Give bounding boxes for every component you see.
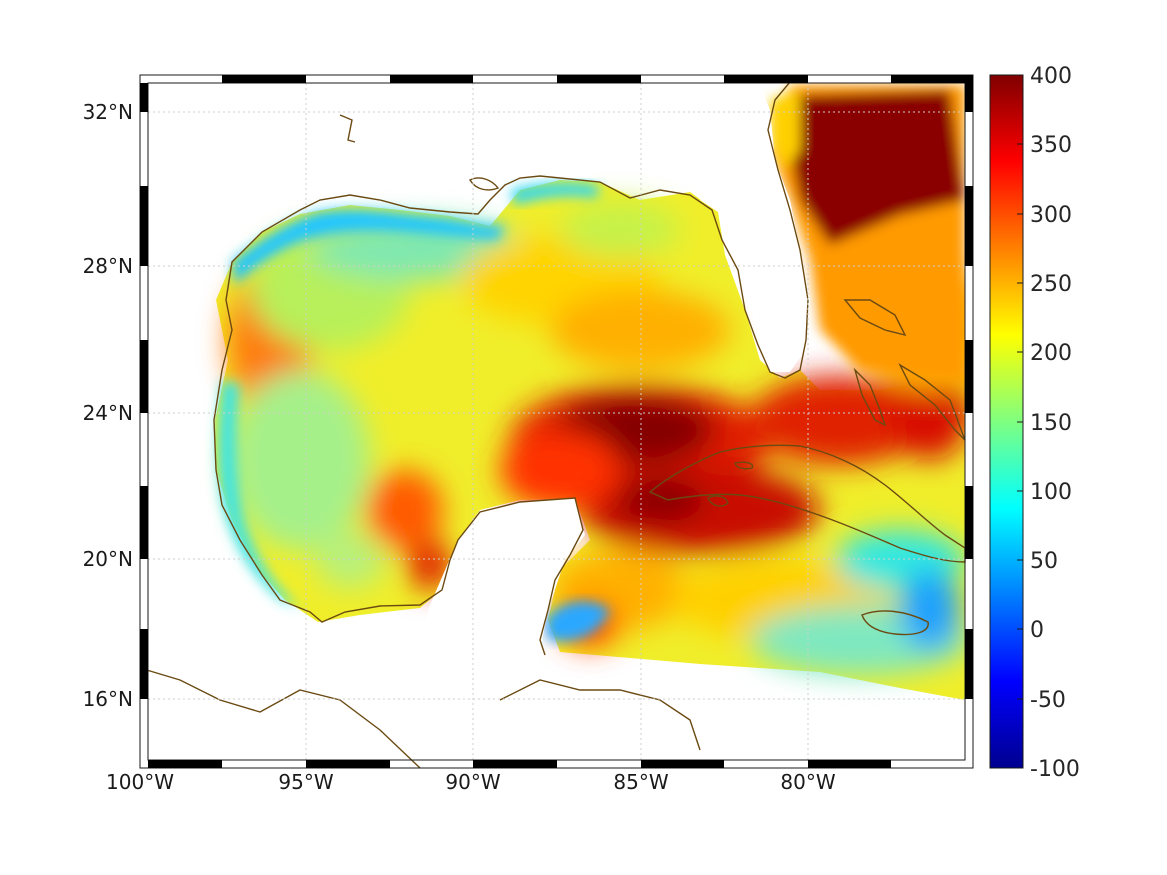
map-frame xyxy=(139,74,974,769)
lon-label: 80°W xyxy=(780,770,835,794)
colorbar-tick-label: -50 xyxy=(1030,688,1066,713)
yucatan-land xyxy=(420,498,585,700)
lat-label: 28°N xyxy=(83,254,133,278)
graticule xyxy=(148,83,965,760)
lat-label: 16°N xyxy=(83,687,133,711)
lat-label: 32°N xyxy=(83,100,133,124)
lon-label: 95°W xyxy=(278,770,333,794)
bahamas-coastline xyxy=(843,299,966,441)
lat-label: 20°N xyxy=(83,547,133,571)
central-america-coastline xyxy=(139,667,421,769)
coastlines xyxy=(139,81,966,769)
lon-label: 90°W xyxy=(445,770,500,794)
colorbar-tick-label: 350 xyxy=(1030,133,1072,158)
lat-label: 24°N xyxy=(83,401,133,425)
lon-label: 100°W xyxy=(106,770,174,794)
florida-land xyxy=(700,85,810,372)
yucatan-lake xyxy=(734,461,754,470)
isle-of-youth xyxy=(707,495,729,507)
latitude-labels: 32°N 28°N 24°N 20°N 16°N xyxy=(83,100,133,711)
colorbar-tick-label: 400 xyxy=(1030,64,1072,89)
colorbar-tick-label: 50 xyxy=(1030,549,1058,574)
land xyxy=(140,85,810,768)
mexico-coastline xyxy=(215,469,584,656)
honduras-coastline xyxy=(499,679,701,751)
colorbar-tick-label: 250 xyxy=(1030,272,1072,297)
colorbar-tick-label: 100 xyxy=(1030,480,1072,505)
texas-coastline-islands xyxy=(339,114,500,191)
colorbar-tick-label: -100 xyxy=(1030,757,1080,782)
southern-land xyxy=(140,665,430,768)
colorbar-tick-label: 0 xyxy=(1030,618,1044,643)
longitude-labels: 100°W 95°W 90°W 85°W 80°W xyxy=(106,770,836,794)
colorbar-tick-label: 200 xyxy=(1030,341,1072,366)
colorbar-tick-label: 300 xyxy=(1030,203,1072,228)
jamaica-coastline xyxy=(861,610,929,636)
lon-label: 85°W xyxy=(613,770,668,794)
colorbar-tick-label: 150 xyxy=(1030,411,1072,436)
data-field xyxy=(215,85,965,700)
gulf-coastline xyxy=(213,81,809,471)
colorbar: 400 350 300 250 200 150 100 50 0 -50 -10… xyxy=(989,64,1080,782)
